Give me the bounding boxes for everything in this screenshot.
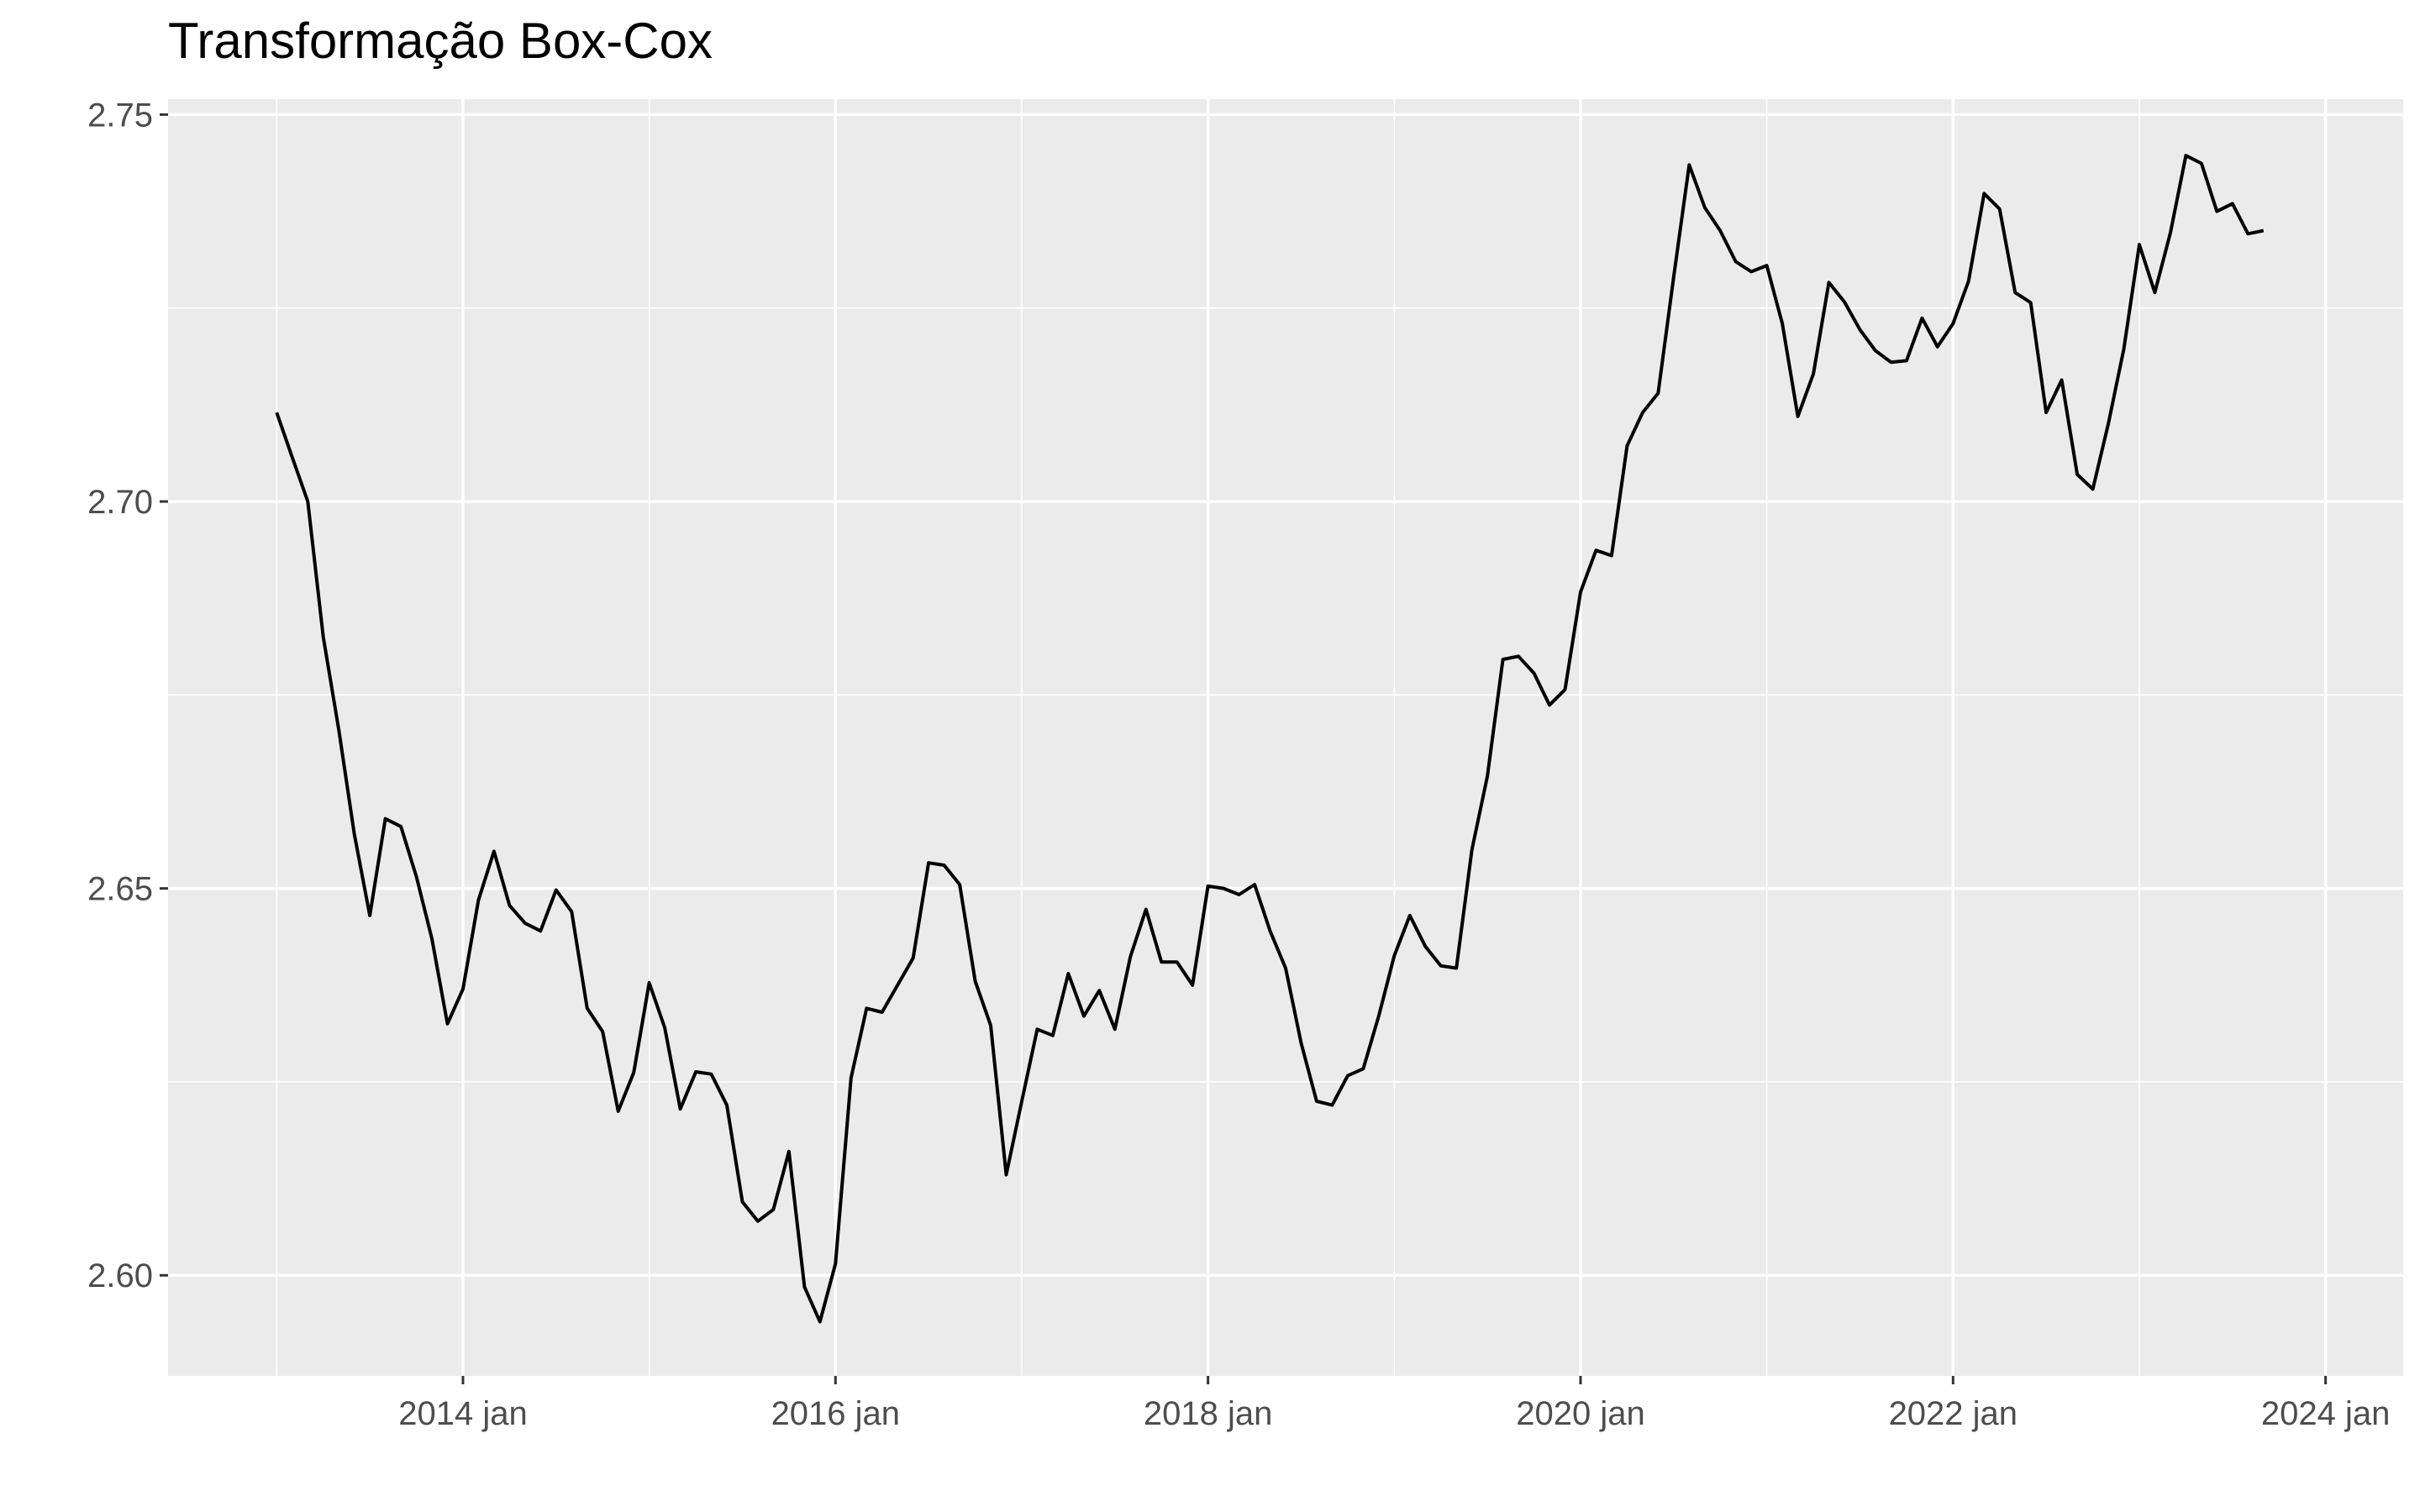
x-tick-label: 2018 jan [1144, 1395, 1272, 1432]
x-tick-label: 2024 jan [2261, 1395, 2390, 1432]
y-axis: 2.60 2.65 2.70 2.75 [87, 97, 168, 1294]
x-tick-label: 2016 jan [771, 1395, 900, 1432]
major-grid [168, 99, 2403, 1376]
y-tick-label: 2.65 [87, 871, 153, 908]
x-axis: 2014 jan 2016 jan 2018 jan 2020 jan 2022 jan… [398, 1376, 2390, 1432]
y-tick-label: 2.75 [87, 97, 153, 134]
y-tick-label: 2.60 [87, 1257, 153, 1294]
chart-title: Transformação Box-Cox [168, 13, 713, 69]
x-tick-label: 2022 jan [1889, 1395, 2018, 1432]
plot-panel [168, 99, 2403, 1376]
x-tick-label: 2014 jan [398, 1395, 527, 1432]
series-layer [275, 154, 2265, 1324]
x-tick-label: 2020 jan [1516, 1395, 1644, 1432]
y-tick-label: 2.70 [87, 484, 153, 521]
series-line [275, 154, 2265, 1324]
